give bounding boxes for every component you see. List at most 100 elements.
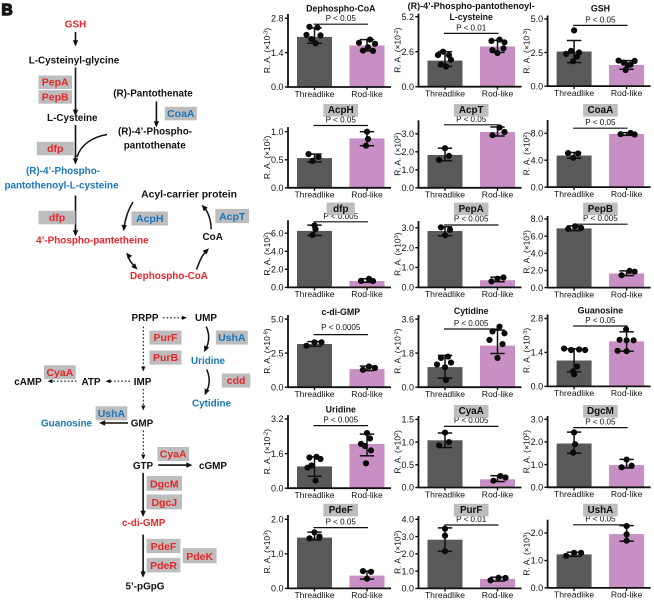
svg-text:1.4: 1.4 xyxy=(531,348,544,358)
svg-text:R. A. (×10-3): R. A. (×10-3) xyxy=(262,28,272,73)
svg-text:cdd: cdd xyxy=(227,375,246,387)
svg-text:cGMP: cGMP xyxy=(199,461,227,472)
svg-text:AcpH: AcpH xyxy=(136,213,163,225)
svg-text:dfp: dfp xyxy=(47,143,63,155)
svg-text:AcpT: AcpT xyxy=(219,211,246,223)
svg-text:PurF: PurF xyxy=(460,505,483,516)
svg-text:0.0: 0.0 xyxy=(271,584,284,594)
svg-text:c-di-GMP: c-di-GMP xyxy=(122,518,166,529)
svg-text:Threadlike: Threadlike xyxy=(425,389,465,399)
svg-text:DgcM: DgcM xyxy=(587,406,614,417)
svg-text:1.0: 1.0 xyxy=(401,263,414,273)
svg-text:Rod-like: Rod-like xyxy=(351,389,383,399)
svg-text:L-Cysteine: L-Cysteine xyxy=(47,113,98,124)
svg-text:R. A. (×103): R. A. (×103) xyxy=(522,230,532,274)
svg-text:P < 0.05: P < 0.05 xyxy=(585,118,616,127)
svg-text:P < 0.05: P < 0.05 xyxy=(326,517,357,526)
svg-text:0.5: 0.5 xyxy=(401,460,414,470)
svg-text:1.0: 1.0 xyxy=(531,460,544,470)
svg-text:0.5: 0.5 xyxy=(271,155,284,165)
svg-text:Threadlike: Threadlike xyxy=(294,89,334,99)
svg-text:R. A. (×10-8): R. A. (×10-8) xyxy=(262,328,272,373)
svg-text:PepB: PepB xyxy=(42,91,69,103)
svg-text:R. A. (×103): R. A. (×103) xyxy=(262,530,272,574)
svg-text:pantothenate: pantothenate xyxy=(124,141,187,152)
svg-text:Cytidine: Cytidine xyxy=(192,398,231,409)
svg-text:Acyl-carrier protein: Acyl-carrier protein xyxy=(141,189,237,200)
svg-text:4’-Phospho-pantetheine: 4’-Phospho-pantetheine xyxy=(36,236,149,247)
svg-text:0.0: 0.0 xyxy=(401,82,414,92)
svg-text:2.0: 2.0 xyxy=(401,147,414,157)
svg-text:PurB: PurB xyxy=(153,352,179,364)
svg-text:GSH: GSH xyxy=(65,20,86,31)
svg-text:3.0: 3.0 xyxy=(401,129,414,139)
svg-text:Rod-like: Rod-like xyxy=(611,590,643,600)
svg-text:Threadlike: Threadlike xyxy=(554,590,594,600)
svg-text:R. A. (×10-2): R. A. (×10-2) xyxy=(262,429,272,474)
svg-text:Threadlike: Threadlike xyxy=(554,289,594,299)
svg-text:P < 0.05: P < 0.05 xyxy=(326,14,357,23)
svg-text:5’-pGpG: 5’-pGpG xyxy=(126,581,165,592)
svg-text:3.0: 3.0 xyxy=(401,532,414,542)
svg-text:Threadlike: Threadlike xyxy=(294,490,334,500)
svg-text:2.5: 2.5 xyxy=(271,348,284,358)
svg-text:P < 0.05: P < 0.05 xyxy=(456,115,487,124)
svg-text:5.0: 5.0 xyxy=(271,314,284,324)
svg-text:P < 0.005: P < 0.005 xyxy=(323,212,358,221)
svg-text:Rod-like: Rod-like xyxy=(351,289,383,299)
svg-text:GTP: GTP xyxy=(133,461,154,472)
svg-text:2.6: 2.6 xyxy=(401,47,414,57)
svg-text:4.0: 4.0 xyxy=(271,247,284,257)
svg-text:2.0: 2.0 xyxy=(401,243,414,253)
svg-text:Rod-like: Rod-like xyxy=(611,88,643,98)
svg-text:PdeF: PdeF xyxy=(151,541,177,553)
svg-text:R. A. (×103): R. A. (×103) xyxy=(393,530,403,574)
svg-text:Guanosine: Guanosine xyxy=(41,418,93,429)
svg-text:AcpH: AcpH xyxy=(328,105,354,116)
svg-text:0.0: 0.0 xyxy=(271,82,284,92)
svg-text:Threadlike: Threadlike xyxy=(425,289,465,299)
svg-text:0.0: 0.0 xyxy=(271,183,284,193)
svg-text:P < 0.005: P < 0.005 xyxy=(323,415,358,424)
svg-text:DgcM: DgcM xyxy=(150,478,179,490)
svg-text:Rod-like: Rod-like xyxy=(611,489,643,499)
svg-text:P < 0.005: P < 0.005 xyxy=(454,319,489,328)
svg-text:Rod-like: Rod-like xyxy=(611,388,643,398)
svg-text:Rod-like: Rod-like xyxy=(482,489,514,499)
svg-text:4.0: 4.0 xyxy=(531,155,544,165)
svg-text:1.0: 1.0 xyxy=(401,165,414,175)
svg-text:R. A. (×10-2): R. A. (×10-2) xyxy=(393,328,403,373)
svg-text:CyaA: CyaA xyxy=(160,449,187,461)
svg-text:Cytidine: Cytidine xyxy=(454,306,489,316)
svg-text:IMP: IMP xyxy=(134,377,152,388)
svg-text:0.0: 0.0 xyxy=(531,382,544,392)
svg-text:GSH: GSH xyxy=(591,4,610,14)
svg-text:CoA: CoA xyxy=(203,232,223,243)
svg-text:Threadlike: Threadlike xyxy=(425,590,465,600)
svg-text:Threadlike: Threadlike xyxy=(554,388,594,398)
svg-text:0.0: 0.0 xyxy=(271,483,284,493)
svg-text:UshA: UshA xyxy=(218,332,246,344)
svg-text:Rod-like: Rod-like xyxy=(482,289,514,299)
svg-text:GMP: GMP xyxy=(131,418,154,429)
svg-text:1.0: 1.0 xyxy=(401,566,414,576)
svg-text:Rod-like: Rod-like xyxy=(611,289,643,299)
svg-text:0.0: 0.0 xyxy=(401,382,414,392)
svg-text:PepB: PepB xyxy=(588,204,613,215)
svg-text:0.0: 0.0 xyxy=(401,283,414,293)
svg-text:3.6: 3.6 xyxy=(401,314,414,324)
svg-text:3.0: 3.0 xyxy=(401,223,414,233)
svg-text:Rod-like: Rod-like xyxy=(351,590,383,600)
svg-text:Rod-like: Rod-like xyxy=(482,389,514,399)
svg-text:2.8: 2.8 xyxy=(271,13,284,23)
svg-text:CoaA: CoaA xyxy=(167,108,195,120)
svg-text:1.0: 1.0 xyxy=(271,549,284,559)
svg-text:P < 0.005: P < 0.005 xyxy=(454,215,489,224)
svg-text:Threadlike: Threadlike xyxy=(294,190,334,200)
svg-text:0.0: 0.0 xyxy=(401,183,414,193)
svg-text:P < 0.05: P < 0.05 xyxy=(326,116,357,125)
svg-text:Dephospho-CoA: Dephospho-CoA xyxy=(306,4,376,14)
svg-text:Rod-like: Rod-like xyxy=(351,89,383,99)
svg-text:1.4: 1.4 xyxy=(271,48,284,58)
svg-text:0.0: 0.0 xyxy=(531,182,544,192)
